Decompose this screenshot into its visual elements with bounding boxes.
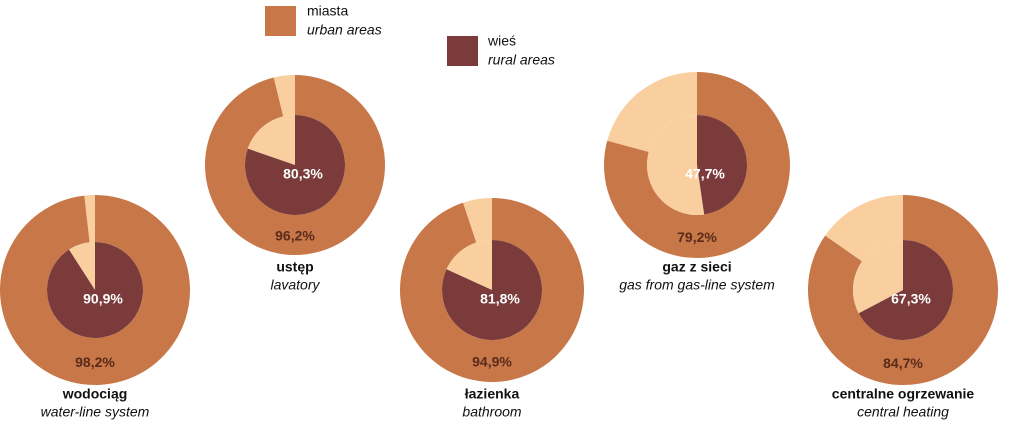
rural-segment [245, 115, 345, 215]
remainder [646, 115, 705, 215]
remainder [84, 195, 95, 243]
urban-segment [603, 72, 790, 258]
remainder [853, 240, 903, 314]
urban-segment [808, 195, 998, 386]
remainder [247, 115, 295, 165]
remainder [69, 242, 95, 290]
category-label-en: bathroom [462, 404, 521, 420]
rural-segment [697, 115, 747, 215]
category-label-en: gas from gas-line system [619, 277, 775, 293]
value-label: 80,3% [283, 166, 323, 182]
legend-swatch-urban [265, 6, 296, 36]
remainder [463, 198, 492, 243]
category-label: gaz z sieci [662, 259, 731, 275]
value-label: 47,7% [685, 166, 725, 182]
category-label: ustęp [276, 259, 313, 275]
remainder [273, 75, 295, 117]
category-label-en: central heating [857, 404, 949, 420]
category-label: centralne ogrzewanie [832, 386, 975, 402]
urban-segment [400, 198, 584, 383]
legend-label: urban areas [307, 22, 382, 38]
remainder [825, 195, 903, 262]
remainder [607, 72, 697, 152]
urban-segment [0, 195, 190, 385]
value-label: 98,2% [75, 354, 115, 370]
value-label: 81,8% [480, 291, 520, 307]
legend-label: rural areas [488, 52, 555, 68]
remainder [446, 239, 492, 290]
value-label: 84,7% [883, 355, 923, 371]
value-label: 90,9% [83, 291, 123, 307]
value-label: 96,2% [275, 228, 315, 244]
category-label: wodociąg [62, 386, 128, 402]
value-label: 94,9% [472, 354, 512, 370]
category-label-en: lavatory [270, 277, 320, 293]
legend-label: wieś [487, 33, 516, 49]
value-label: 79,2% [677, 229, 717, 245]
legend-swatch-rural [447, 36, 478, 66]
value-label: 67,3% [891, 291, 931, 307]
category-label: łazienka [465, 386, 520, 402]
legend-label: miasta [307, 3, 348, 19]
rural-segment [46, 242, 143, 339]
rural-segment [858, 240, 953, 341]
rural-segment [442, 240, 542, 340]
urban-segment [205, 75, 385, 255]
category-label-en: water-line system [41, 404, 150, 420]
